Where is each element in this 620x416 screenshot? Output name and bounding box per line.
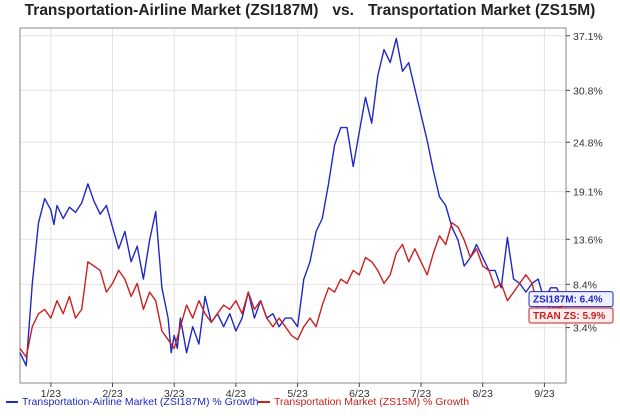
series-line-transportation [19,222,564,358]
x-tick-label: 2/23 [102,388,123,400]
chart-title-right: Transportation Market (ZS15M) [367,2,596,19]
y-tick-label: 8.4% [573,279,597,291]
chart-title: Transportation-Airline Market (ZSI187M) v… [0,2,620,20]
chart-legend: Transportation-Airline Market (ZSI187M) … [6,396,469,408]
y-tick-label: 37.1% [573,31,603,43]
end-label-box-airline [528,291,614,308]
x-tick-label: 5/23 [287,388,308,400]
x-tick-label: 3/23 [164,388,185,400]
y-tick-label: 30.8% [573,85,603,97]
chart-ticks: 3.4% 8.4% 13.6% 19.1% 24.8% 30.8% 37.1% 1/23 2/2… [41,31,603,400]
legend-label-airline: Transportation-Airline Market (ZSI187M) … [22,396,259,408]
series-line-airline [19,37,564,367]
chart-end-labels: ZSI187M: 6.4% TRAN ZS: 5.9% [528,291,614,324]
y-tick-label: 19.1% [573,187,603,199]
x-tick-label: 1/23 [41,388,62,400]
x-tick-label: 4/23 [226,388,247,400]
end-label-box-transportation [528,307,614,324]
plot-border [19,27,567,384]
y-tick-label: 24.8% [573,137,603,149]
chart-title-separator: vs. [332,2,354,19]
plot-frame [19,27,567,384]
x-tick-label: 6/23 [349,388,370,400]
y-tick-label: 3.4% [573,323,597,335]
x-tick-label: 9/23 [534,388,555,400]
end-label-airline: ZSI187M: 6.4% [533,295,603,306]
chart-title-left: Transportation-Airline Market (ZSI187M) [24,2,319,19]
end-label-transportation: TRAN ZS: 5.9% [533,311,605,322]
chart-series [19,37,564,367]
x-tick-label: 7/23 [411,388,432,400]
chart-gridlines [20,28,566,383]
legend-label-transportation: Transportation Market (ZS15M) % Growth [274,396,469,408]
x-tick-label: 8/23 [472,388,493,400]
y-tick-label: 13.6% [573,234,603,246]
